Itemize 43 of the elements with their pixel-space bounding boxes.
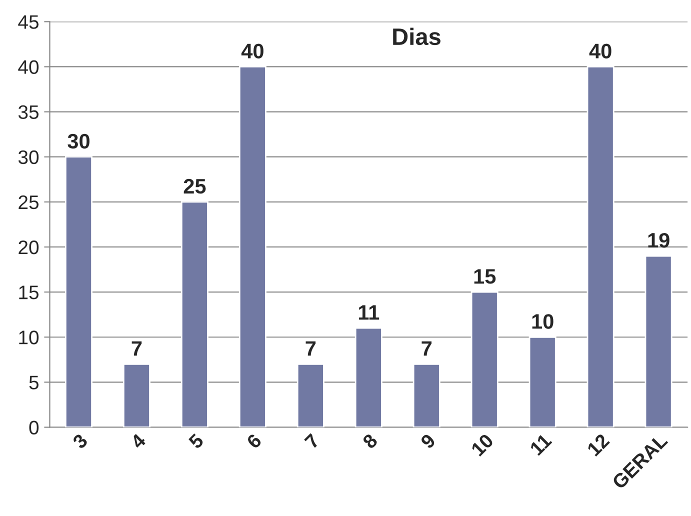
y-tick-label: 20 (18, 240, 39, 254)
bar (296, 363, 324, 428)
x-tick-label: 3 (72, 432, 88, 450)
x-tick-label: 12 (586, 433, 610, 456)
x-tick-label: 6 (246, 432, 262, 450)
x-tick-label: 5 (188, 432, 204, 450)
x-tick-label: 10 (470, 433, 494, 457)
bar (354, 327, 382, 428)
y-tick-label: 40 (18, 60, 39, 74)
y-tick-label: 45 (18, 15, 39, 29)
x-tick-label: 9 (420, 432, 436, 450)
data-label: 7 (132, 341, 142, 356)
data-label: 40 (589, 44, 612, 58)
data-label: 7 (306, 341, 316, 356)
bar (65, 156, 92, 428)
x-tick-label: 8 (362, 432, 378, 450)
data-label: 19 (648, 232, 670, 248)
data-label: 7 (422, 341, 432, 356)
data-label: 40 (241, 44, 264, 58)
bar (470, 291, 498, 428)
bar (586, 66, 614, 428)
bar (412, 363, 440, 428)
chart-title: Dias (393, 28, 440, 46)
data-label: 15 (474, 269, 496, 284)
y-tick-label: 30 (18, 150, 39, 164)
bar (238, 66, 266, 428)
y-tick-label: 35 (18, 105, 39, 120)
x-tick-label: 7 (304, 433, 320, 450)
x-tick-label: 11 (529, 432, 552, 456)
bar (644, 255, 672, 428)
data-label: 10 (532, 314, 554, 329)
bar (122, 363, 150, 428)
y-tick-label: 15 (19, 286, 39, 300)
x-tick-label: 4 (130, 432, 147, 450)
bar (180, 201, 208, 428)
bar (528, 336, 556, 428)
data-label: 25 (184, 178, 206, 194)
y-tick-label: 10 (19, 330, 39, 344)
data-label: 30 (68, 134, 90, 149)
y-tick-label: 0 (29, 420, 39, 434)
data-label: 11 (358, 305, 380, 320)
y-tick-label: 25 (18, 195, 39, 210)
y-tick-label: 5 (29, 376, 39, 390)
